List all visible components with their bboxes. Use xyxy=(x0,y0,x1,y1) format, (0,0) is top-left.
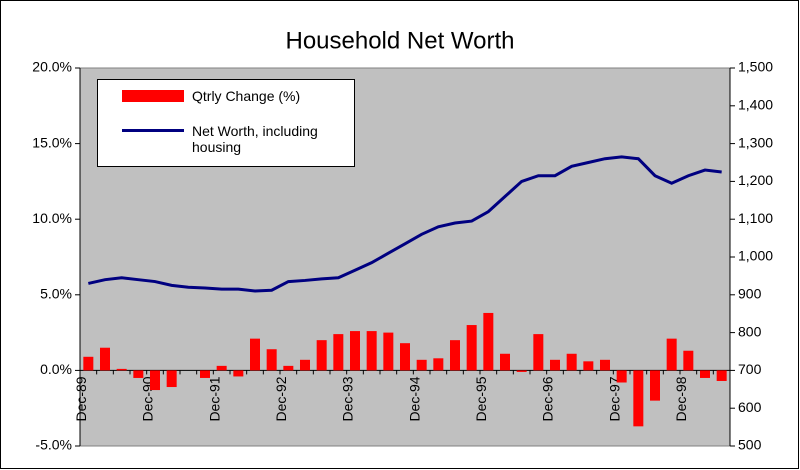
bar xyxy=(616,370,627,383)
y-tick-label: 15.0% xyxy=(32,134,72,150)
bar xyxy=(200,370,210,378)
y-tick-label: 20.0% xyxy=(32,59,72,75)
y-tick-label: 0.0% xyxy=(40,361,72,377)
bar xyxy=(516,370,527,372)
y2-tick-label: 1,500 xyxy=(738,59,773,75)
bar xyxy=(400,343,410,371)
x-tick-label: Dec-91 xyxy=(206,376,222,421)
bar xyxy=(583,361,594,371)
bar xyxy=(416,359,427,371)
y2-tick-label: 1,400 xyxy=(738,97,773,113)
legend: Qtrly Change (%) Net Worth, including ho… xyxy=(97,79,355,167)
bar xyxy=(550,359,560,371)
legend-label: Net Worth, including housing xyxy=(192,123,318,155)
bar xyxy=(383,332,394,371)
bar xyxy=(633,370,644,427)
y-tick-label: 5.0% xyxy=(40,286,72,302)
bar xyxy=(116,368,127,371)
y-tick-label: 10.0% xyxy=(32,210,72,226)
y2-tick-label: 1,100 xyxy=(738,210,773,226)
x-tick-label: Dec-95 xyxy=(473,376,489,421)
bar xyxy=(300,359,310,371)
bar xyxy=(716,370,727,381)
bar xyxy=(433,358,444,371)
bar xyxy=(350,331,360,371)
bar xyxy=(683,350,694,371)
bar xyxy=(483,312,494,371)
x-tick-label: Dec-92 xyxy=(273,376,289,421)
bar xyxy=(216,365,227,371)
bar xyxy=(700,370,710,378)
bar xyxy=(450,340,460,371)
x-tick-label: Dec-94 xyxy=(406,376,422,421)
y2-tick-label: 1,300 xyxy=(738,134,773,150)
x-tick-label: Dec-97 xyxy=(606,376,622,421)
bar xyxy=(150,370,160,391)
y2-tick-label: 900 xyxy=(738,286,762,302)
y2-tick-label: 500 xyxy=(738,437,762,453)
bar xyxy=(566,353,577,371)
bar xyxy=(100,347,110,371)
bar xyxy=(283,365,294,371)
bar xyxy=(500,353,510,371)
line xyxy=(88,155,722,293)
bar xyxy=(83,356,94,371)
bar xyxy=(466,325,477,371)
bar xyxy=(316,340,327,371)
x-tick-label: Dec-93 xyxy=(340,376,356,421)
bar xyxy=(366,331,377,371)
bar xyxy=(133,370,144,378)
x-tick-label: Dec-96 xyxy=(540,376,556,421)
bar xyxy=(600,359,610,371)
y2-tick-label: 1,000 xyxy=(738,248,773,264)
y-tick-label: -5.0% xyxy=(35,437,72,453)
y2-tick-label: 600 xyxy=(738,399,762,415)
bar xyxy=(650,370,660,401)
bar xyxy=(266,349,277,371)
bar xyxy=(250,338,260,371)
chart-title: Household Net Worth xyxy=(285,27,514,54)
x-tick-label: Dec-89 xyxy=(73,376,89,421)
legend-swatch xyxy=(122,90,184,102)
y2-tick-label: 700 xyxy=(738,361,762,377)
bar xyxy=(233,370,244,377)
legend-label: Qtrly Change (%) xyxy=(192,88,301,104)
bar xyxy=(666,338,677,371)
bar xyxy=(333,334,344,371)
x-tick-label: Dec-98 xyxy=(673,376,689,421)
bar xyxy=(533,334,544,371)
bar xyxy=(166,370,177,388)
legend-swatch xyxy=(122,129,184,132)
y2-tick-label: 1,200 xyxy=(738,172,773,188)
y2-tick-label: 800 xyxy=(738,323,762,339)
